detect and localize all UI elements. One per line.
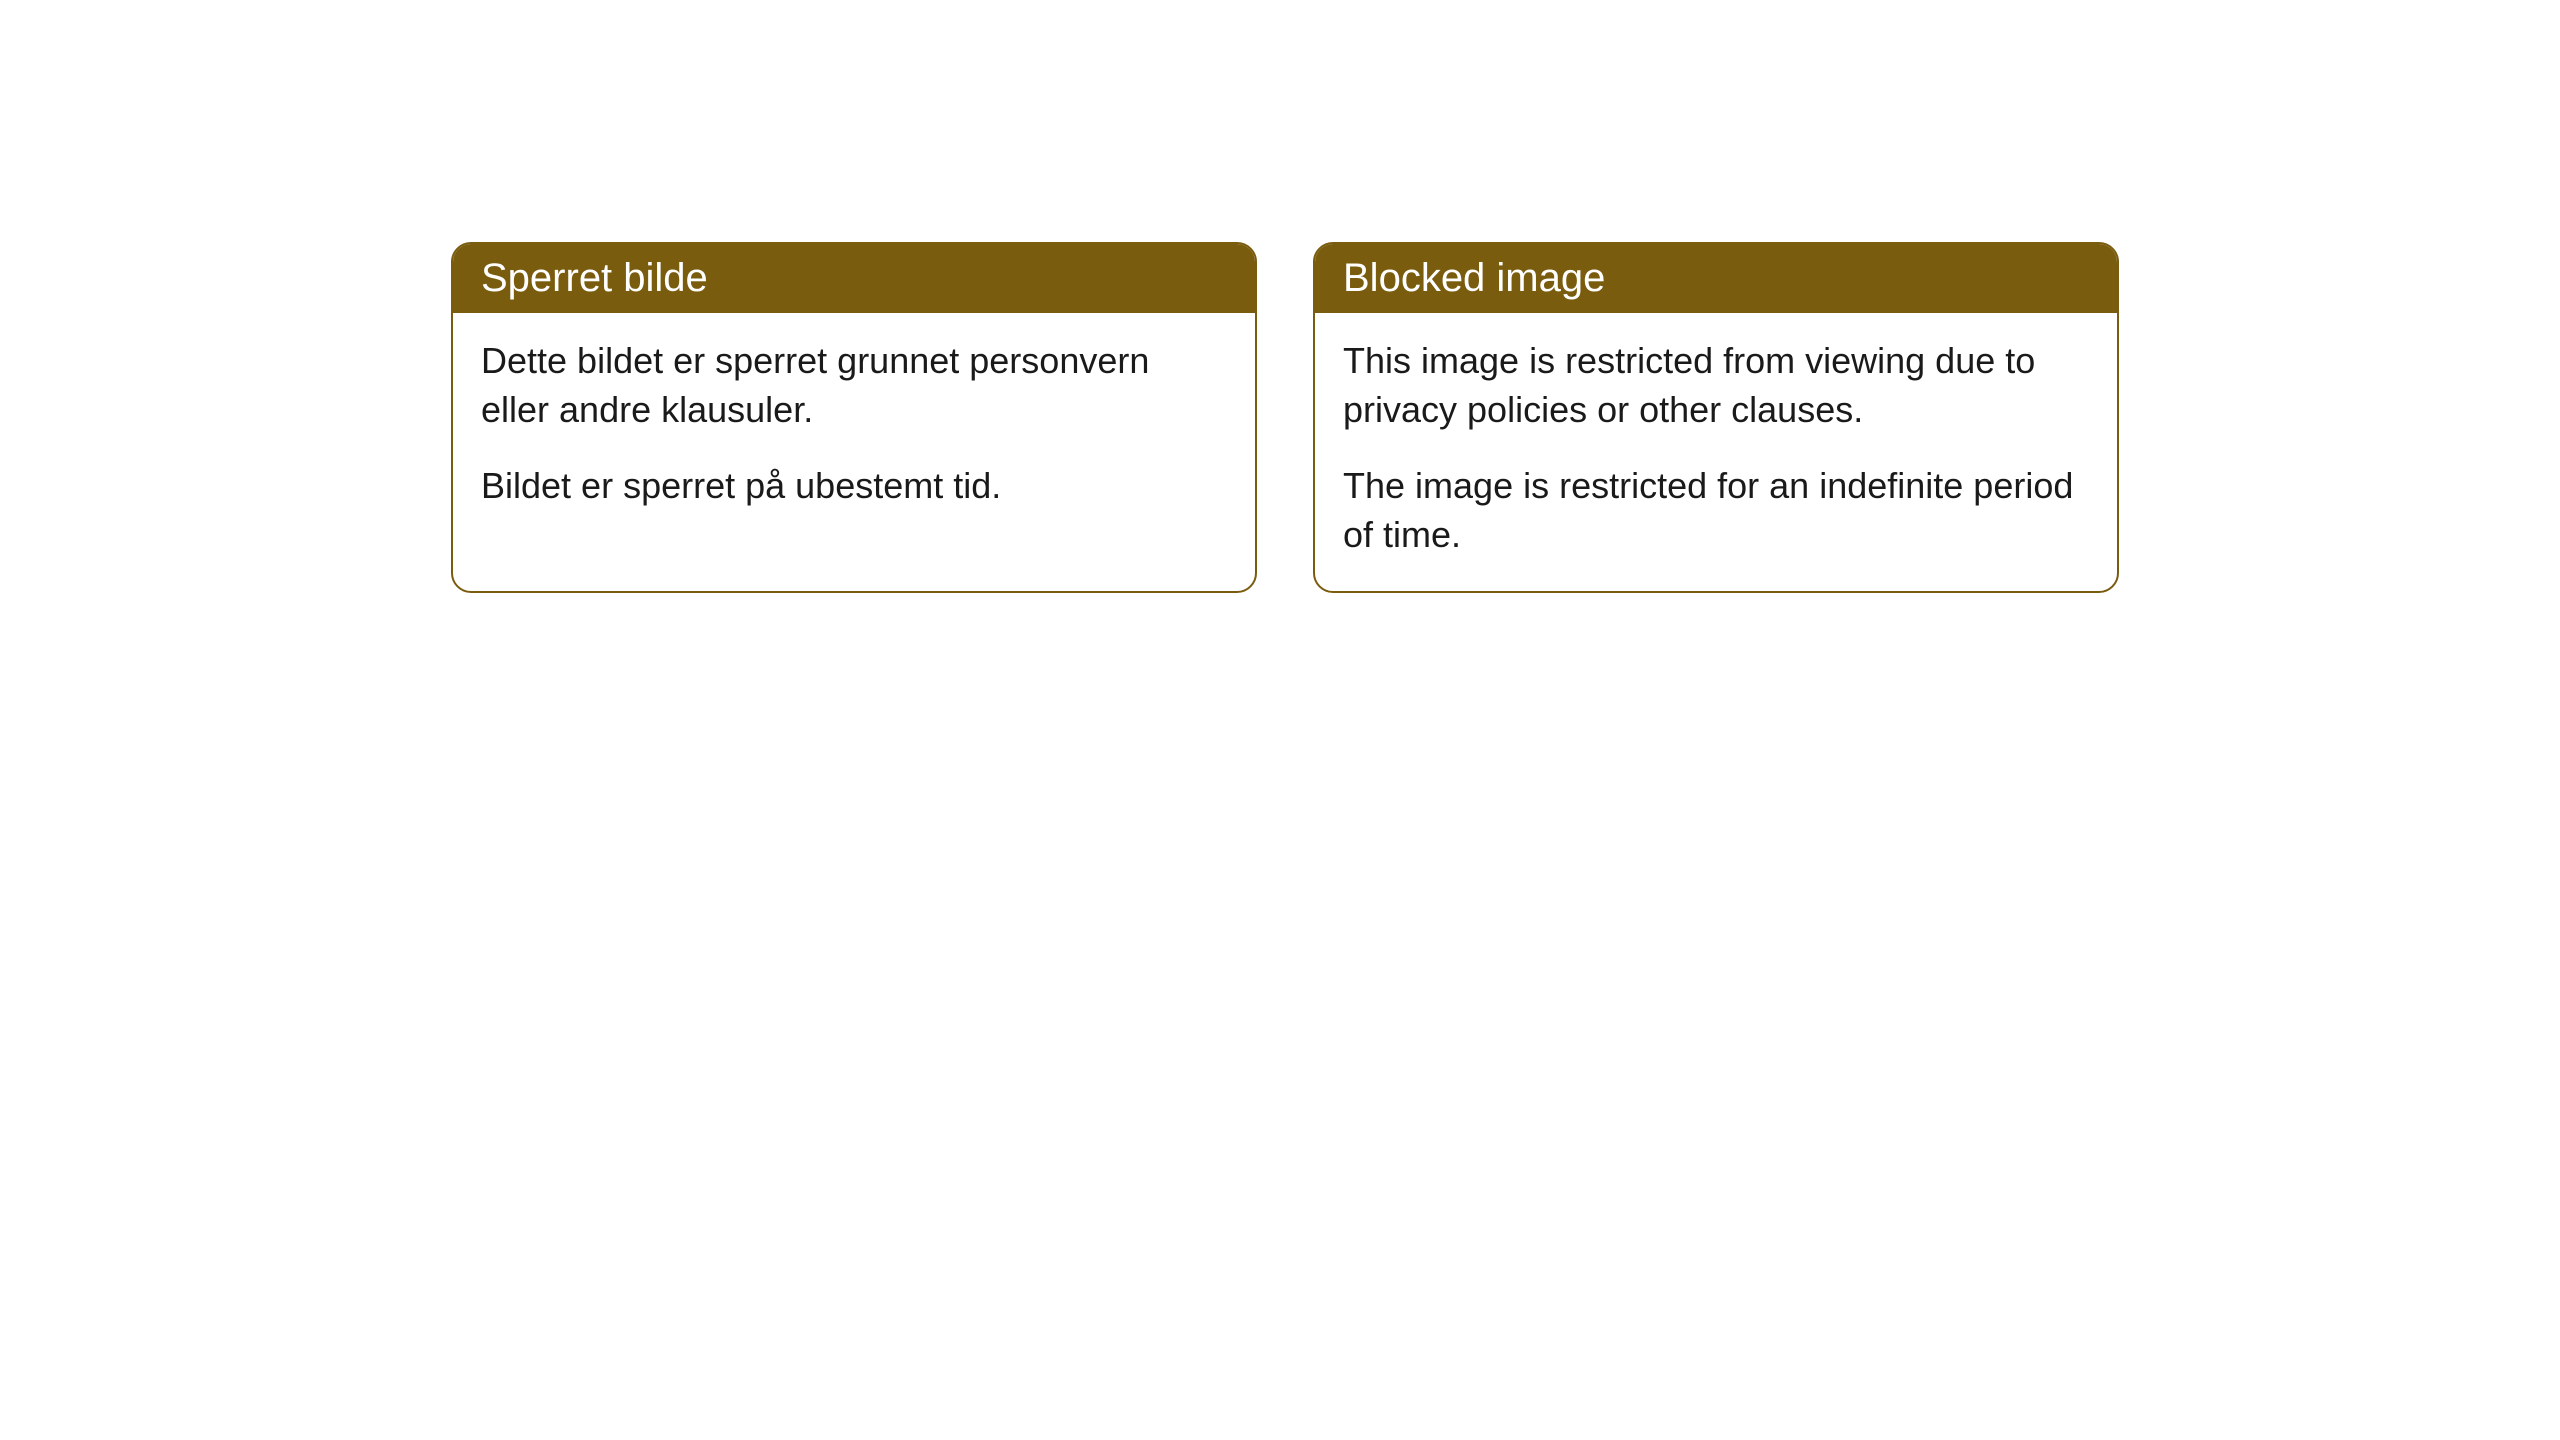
card-paragraph: The image is restricted for an indefinit… <box>1343 462 2089 559</box>
card-header: Blocked image <box>1315 244 2117 313</box>
card-header: Sperret bilde <box>453 244 1255 313</box>
blocked-image-card-english: Blocked image This image is restricted f… <box>1313 242 2119 593</box>
card-paragraph: This image is restricted from viewing du… <box>1343 337 2089 434</box>
card-body: This image is restricted from viewing du… <box>1315 313 2117 591</box>
cards-container: Sperret bilde Dette bildet er sperret gr… <box>451 242 2119 593</box>
card-title: Sperret bilde <box>481 256 708 300</box>
card-title: Blocked image <box>1343 256 1605 300</box>
card-paragraph: Bildet er sperret på ubestemt tid. <box>481 462 1227 511</box>
blocked-image-card-norwegian: Sperret bilde Dette bildet er sperret gr… <box>451 242 1257 593</box>
card-body: Dette bildet er sperret grunnet personve… <box>453 313 1255 543</box>
card-paragraph: Dette bildet er sperret grunnet personve… <box>481 337 1227 434</box>
